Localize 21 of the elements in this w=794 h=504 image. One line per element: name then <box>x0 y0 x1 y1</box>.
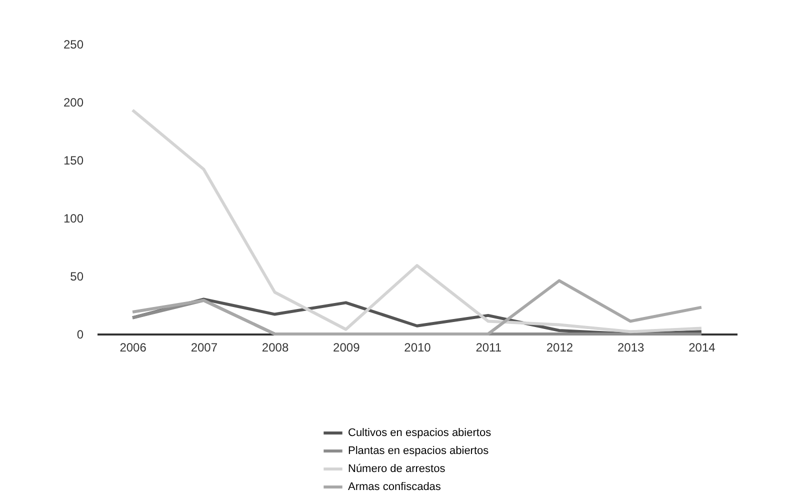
x-tick-label: 2010 <box>404 340 432 354</box>
x-tick-label: 2014 <box>688 340 716 354</box>
y-tick-label: 100 <box>63 212 84 226</box>
y-tick-label: 250 <box>63 38 84 52</box>
x-tick-label: 2006 <box>120 340 147 354</box>
legend-label: Cultivos en espacios abiertos <box>348 427 492 439</box>
y-tick-label: 50 <box>70 270 84 284</box>
y-tick-label: 200 <box>63 96 84 110</box>
legend-label: Plantas en espacios abiertos <box>348 445 490 457</box>
line-series <box>131 279 703 336</box>
x-tick-label: 2008 <box>262 340 289 354</box>
x-tick-label: 2013 <box>617 340 645 354</box>
legend-label: Número de arrestos <box>348 463 446 475</box>
line-series <box>131 108 703 334</box>
y-tick-label: 0 <box>76 328 84 342</box>
legend-label: Armas confiscadas <box>348 481 442 493</box>
x-tick-label: 2007 <box>190 340 218 354</box>
x-tick-label: 2011 <box>476 340 502 354</box>
x-tick-label: 2009 <box>333 340 360 354</box>
y-tick-label: 150 <box>63 154 84 168</box>
x-tick-label: 2012 <box>546 340 574 354</box>
